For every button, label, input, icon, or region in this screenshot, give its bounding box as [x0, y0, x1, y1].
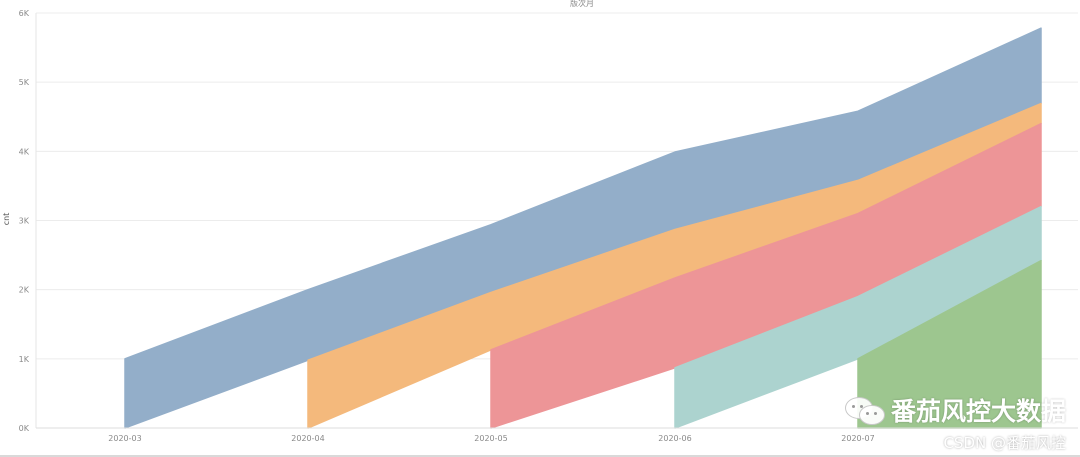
y-tick-label: 0K — [19, 424, 30, 433]
x-tick-label: 2020-03 — [108, 434, 141, 443]
watermark: 番茄风控大数据 CSDN @番茄风控 — [844, 392, 1066, 453]
y-tick-label: 4K — [19, 147, 30, 156]
x-tick-label: 2020-07 — [841, 434, 874, 443]
x-tick-label: 2020-06 — [658, 434, 691, 443]
stacked-areas — [124, 27, 1042, 429]
wechat-icon — [844, 395, 885, 425]
watermark-row: 番茄风控大数据 — [844, 392, 1066, 428]
y-tick-label: 3K — [19, 217, 30, 226]
x-tick-label: 2020-05 — [474, 434, 507, 443]
y-axis-title: cnt — [2, 213, 11, 226]
x-tick-label: 2020-04 — [291, 434, 324, 443]
y-tick-label: 1K — [19, 355, 30, 364]
y-tick-label: 6K — [19, 9, 30, 18]
bottom-divider — [0, 455, 1080, 457]
y-tick-label: 5K — [19, 78, 30, 87]
watermark-source: CSDN @番茄风控 — [943, 434, 1066, 452]
chart-title: 版次月 — [570, 0, 594, 8]
axes: 0K 1K 2K 3K 4K 5K 6K 2020-03 2020-04 2020-05 2020-… — [19, 9, 1078, 443]
watermark-account-name: 番茄风控大数据 — [890, 397, 1066, 426]
y-tick-label: 2K — [19, 286, 30, 295]
